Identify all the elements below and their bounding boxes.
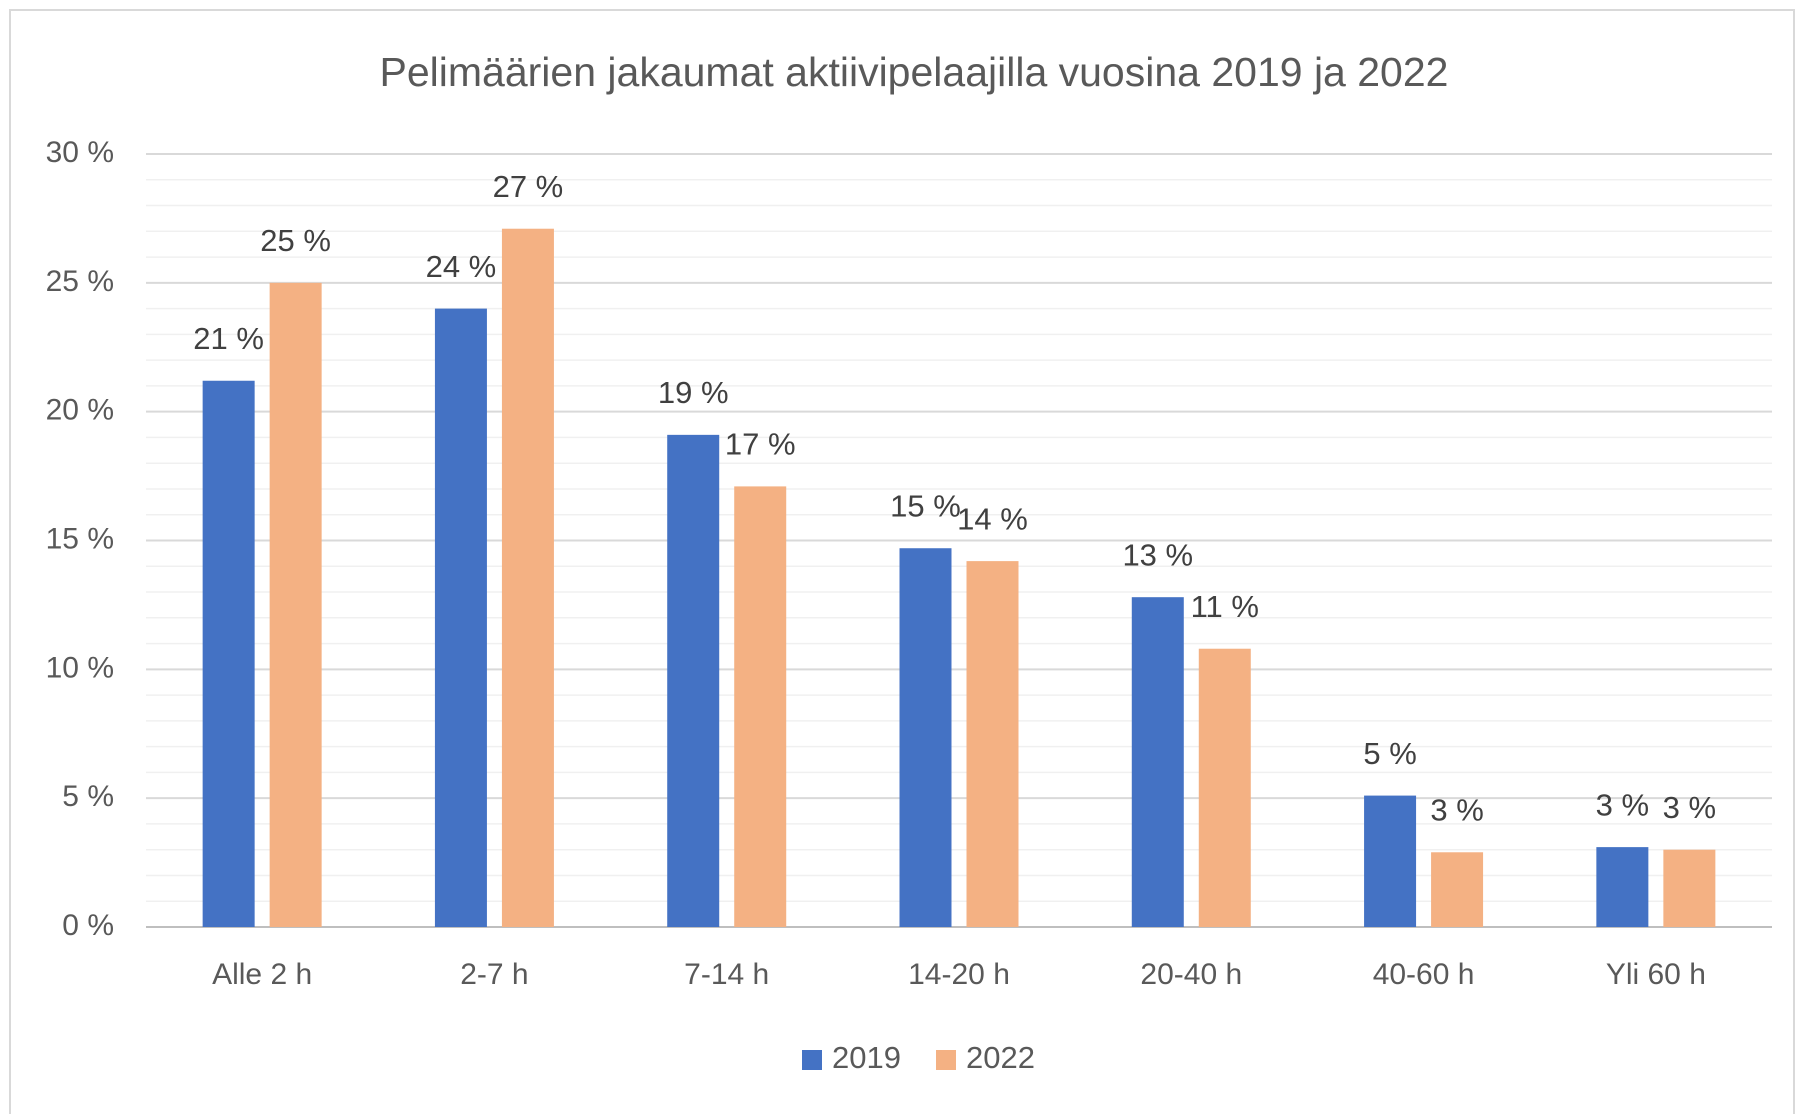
bar: [899, 548, 952, 927]
y-tick-label: 20 %: [46, 394, 114, 427]
y-tick-label: 10 %: [46, 651, 114, 684]
bar: [1364, 795, 1417, 927]
data-label: 5 %: [1363, 736, 1416, 771]
y-tick-label: 15 %: [46, 522, 114, 555]
chart-frame: [9, 9, 1795, 1114]
bar: [734, 486, 787, 927]
data-label: 19 %: [658, 375, 729, 410]
bar: [667, 434, 720, 927]
x-tick-label: 40-60 h: [1373, 958, 1475, 991]
data-label: 17 %: [725, 427, 796, 462]
bar: [501, 228, 554, 927]
x-tick-label: Yli 60 h: [1606, 958, 1706, 991]
y-tick-label: 25 %: [46, 265, 114, 298]
bar: [1131, 597, 1184, 927]
y-tick-label: 30 %: [46, 136, 114, 169]
data-label: 14 %: [957, 501, 1028, 536]
x-tick-label: 2-7 h: [460, 958, 528, 991]
data-label: 25 %: [260, 223, 331, 258]
y-tick-label: 0 %: [62, 909, 114, 942]
y-tick-label: 5 %: [62, 780, 114, 813]
x-tick-label: 7-14 h: [684, 958, 769, 991]
x-tick-label: 20-40 h: [1140, 958, 1242, 991]
data-label: 3 %: [1430, 792, 1483, 827]
data-label: 13 %: [1122, 537, 1193, 572]
data-label: 15 %: [890, 488, 961, 523]
bar: [1596, 847, 1649, 927]
data-label: 27 %: [493, 169, 564, 204]
x-tick-label: Alle 2 h: [212, 958, 312, 991]
data-label: 11 %: [1191, 589, 1259, 624]
legend-swatch: [936, 1050, 956, 1070]
bar: [434, 308, 487, 928]
bar: [269, 282, 322, 927]
data-label: 24 %: [426, 249, 497, 284]
bar: [1431, 852, 1484, 927]
legend-label: 2019: [832, 1040, 901, 1075]
legend-label: 2022: [966, 1040, 1035, 1075]
chart-title: Pelimäärien jakaumat aktiivipelaajilla v…: [380, 49, 1449, 95]
data-label: 3 %: [1663, 790, 1716, 825]
bar: [966, 561, 1019, 927]
legend-swatch: [802, 1050, 822, 1070]
x-tick-label: 14-20 h: [908, 958, 1010, 991]
data-label: 3 %: [1596, 787, 1649, 822]
data-label: 21 %: [193, 321, 264, 356]
bar: [1198, 648, 1251, 927]
bar: [1663, 849, 1716, 927]
bar: [202, 380, 255, 927]
